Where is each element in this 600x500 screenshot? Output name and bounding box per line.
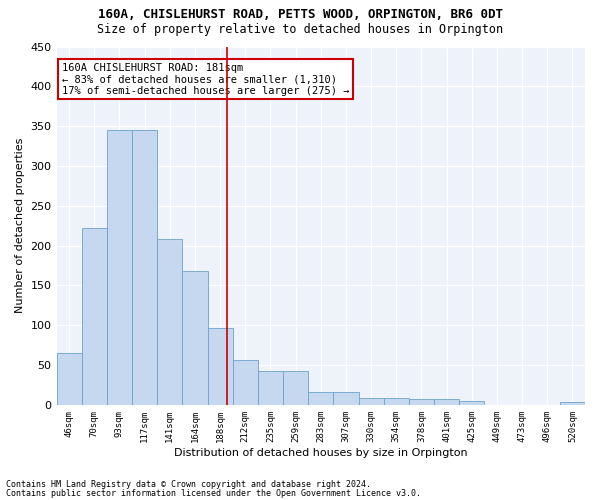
- Bar: [434, 400, 459, 405]
- Bar: [459, 401, 484, 405]
- Bar: [334, 392, 359, 405]
- Bar: [233, 360, 258, 405]
- Bar: [258, 372, 283, 405]
- Text: Contains HM Land Registry data © Crown copyright and database right 2024.: Contains HM Land Registry data © Crown c…: [6, 480, 371, 489]
- Bar: [560, 402, 585, 405]
- Text: Contains public sector information licensed under the Open Government Licence v3: Contains public sector information licen…: [6, 488, 421, 498]
- Bar: [107, 130, 132, 405]
- Bar: [56, 353, 82, 405]
- X-axis label: Distribution of detached houses by size in Orpington: Distribution of detached houses by size …: [174, 448, 467, 458]
- Bar: [308, 392, 334, 405]
- Bar: [208, 328, 233, 405]
- Y-axis label: Number of detached properties: Number of detached properties: [15, 138, 25, 314]
- Text: 160A, CHISLEHURST ROAD, PETTS WOOD, ORPINGTON, BR6 0DT: 160A, CHISLEHURST ROAD, PETTS WOOD, ORPI…: [97, 8, 503, 20]
- Bar: [359, 398, 383, 405]
- Bar: [283, 372, 308, 405]
- Bar: [182, 271, 208, 405]
- Text: Size of property relative to detached houses in Orpington: Size of property relative to detached ho…: [97, 22, 503, 36]
- Bar: [383, 398, 409, 405]
- Bar: [409, 400, 434, 405]
- Bar: [157, 239, 182, 405]
- Text: 160A CHISLEHURST ROAD: 181sqm
← 83% of detached houses are smaller (1,310)
17% o: 160A CHISLEHURST ROAD: 181sqm ← 83% of d…: [62, 62, 349, 96]
- Bar: [82, 228, 107, 405]
- Bar: [132, 130, 157, 405]
